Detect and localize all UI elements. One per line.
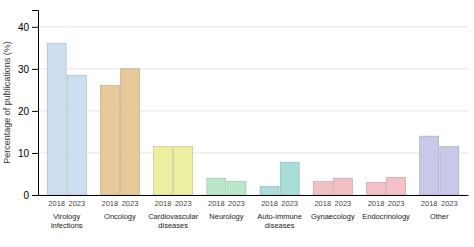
bar bbox=[67, 75, 86, 195]
bar bbox=[387, 177, 406, 195]
y-tick-label: 40 bbox=[18, 22, 30, 33]
bars bbox=[47, 44, 459, 195]
x-tick-label: 2018 bbox=[48, 199, 65, 208]
x-tick-label: 2023 bbox=[388, 199, 405, 208]
x-axis bbox=[39, 195, 469, 196]
x-tick-labels: 2018202320182023201820232018202320182023… bbox=[48, 199, 457, 208]
category-label: Cardiovasculardiseases bbox=[148, 212, 199, 230]
y-tick-label: 0 bbox=[23, 190, 29, 201]
x-tick-label: 2023 bbox=[175, 199, 192, 208]
y-axis-line bbox=[32, 11, 39, 196]
bar bbox=[154, 147, 173, 195]
y-tick: 40 bbox=[18, 22, 38, 33]
bar bbox=[47, 44, 66, 195]
bar bbox=[121, 69, 140, 195]
x-tick-label: 2018 bbox=[155, 199, 172, 208]
bar bbox=[440, 147, 459, 195]
category-label: Other bbox=[430, 212, 449, 221]
category-label: Auto-immunediseases bbox=[257, 212, 302, 230]
y-tick-label: 10 bbox=[18, 148, 30, 159]
y-tick-label: 30 bbox=[18, 64, 30, 75]
y-tick-label: 20 bbox=[18, 106, 30, 117]
y-tick-mark bbox=[32, 69, 38, 70]
category-label: Gynaecology bbox=[311, 212, 355, 221]
grid-line bbox=[38, 26, 468, 27]
grid-line bbox=[38, 68, 468, 69]
y-tick: 10 bbox=[18, 148, 38, 159]
bar bbox=[313, 182, 332, 195]
x-tick-label: 2018 bbox=[261, 199, 278, 208]
chart: 0102030402018202320182023201820232018202… bbox=[0, 0, 474, 247]
category-labels: Virologyinfections Oncology Cardiovascular… bbox=[51, 212, 449, 230]
y-tick-mark bbox=[32, 27, 38, 28]
plot: 0102030402018202320182023201820232018202… bbox=[18, 11, 469, 231]
bar bbox=[260, 187, 279, 195]
y-tick-mark bbox=[32, 153, 38, 154]
x-tick-label: 2018 bbox=[421, 199, 438, 208]
x-tick-label: 2018 bbox=[102, 199, 119, 208]
y-tick-mark bbox=[32, 195, 38, 196]
y-tick-mark bbox=[32, 111, 38, 112]
x-tick-label: 2018 bbox=[208, 199, 225, 208]
bar bbox=[280, 162, 299, 195]
x-tick-label: 2023 bbox=[441, 199, 458, 208]
x-axis-line bbox=[39, 195, 469, 196]
x-tick-label: 2023 bbox=[281, 199, 298, 208]
bar bbox=[227, 182, 246, 195]
bar bbox=[420, 136, 439, 195]
x-tick-label: 2018 bbox=[314, 199, 331, 208]
x-tick-label: 2023 bbox=[68, 199, 85, 208]
x-tick-label: 2023 bbox=[335, 199, 352, 208]
y-tick: 30 bbox=[18, 64, 38, 75]
category-label: Oncology bbox=[104, 212, 136, 221]
y-tick: 0 bbox=[23, 190, 38, 201]
y-axis: 0 10 20 30 40 bbox=[18, 11, 39, 201]
category-label: Virologyinfections bbox=[51, 212, 83, 230]
bar bbox=[207, 178, 226, 195]
grid bbox=[38, 27, 468, 195]
y-tick: 20 bbox=[18, 106, 38, 117]
bar bbox=[100, 86, 119, 195]
y-axis-title: Percentage of publications (%) bbox=[2, 41, 12, 164]
x-tick-label: 2023 bbox=[122, 199, 139, 208]
bar bbox=[174, 147, 193, 195]
category-label: Endocrinology bbox=[362, 212, 410, 221]
x-tick-label: 2018 bbox=[368, 199, 385, 208]
bar bbox=[366, 182, 385, 195]
category-label: Neurology bbox=[209, 212, 243, 221]
x-tick-label: 2023 bbox=[228, 199, 245, 208]
bar bbox=[333, 178, 352, 195]
